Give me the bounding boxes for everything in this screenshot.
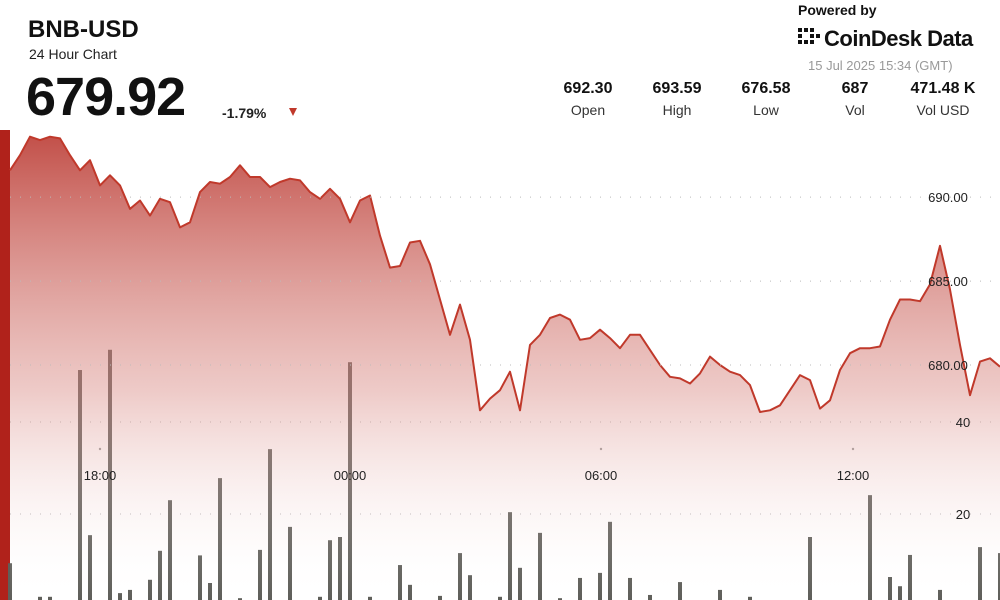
x-tick-label: 00:00 xyxy=(334,468,367,483)
stat: 471.48 K Vol USD xyxy=(898,80,988,118)
brand-icon xyxy=(798,28,820,44)
title: BNB-USD xyxy=(28,16,139,43)
stat-value: 693.59 xyxy=(652,80,702,97)
y-tick-label: 690.00 xyxy=(928,190,968,205)
stat-label: Vol USD xyxy=(916,102,970,118)
y-tick-label: 685.00 xyxy=(928,274,968,289)
y2-tick-label: 20 xyxy=(956,507,970,522)
stat: 676.58 Low xyxy=(721,80,811,118)
price-line xyxy=(9,135,1000,413)
stat-label: Low xyxy=(753,102,779,118)
x-tick-label: 06:00 xyxy=(585,468,618,483)
stat: 692.30 Open xyxy=(543,80,633,118)
change: -1.79% xyxy=(222,105,267,121)
down-arrow xyxy=(289,108,297,116)
timestamp: 15 Jul 2025 15:34 (GMT) xyxy=(808,58,953,73)
y2-tick-label: 40 xyxy=(956,415,970,430)
x-tick-label: 18:00 xyxy=(84,468,117,483)
stat-value: 687 xyxy=(841,80,869,97)
subtitle: 24 Hour Chart xyxy=(29,46,117,62)
left-edge xyxy=(0,130,10,600)
stat-value: 676.58 xyxy=(741,80,791,97)
plot-front: 20 40 18:00 00:00 06:00 12:00 680.00 685.00 690.… xyxy=(9,135,1000,522)
stat: 693.59 High xyxy=(632,80,722,118)
area xyxy=(10,136,1000,600)
stat-value: 692.30 xyxy=(563,80,613,97)
plot-back xyxy=(8,136,1000,600)
stat-label: Open xyxy=(570,102,606,118)
price: 679.92 xyxy=(26,67,186,127)
x-tick-label: 12:00 xyxy=(837,468,870,483)
stat: 687 Vol xyxy=(810,80,900,118)
stat-label: High xyxy=(662,102,692,118)
powered-by: Powered by xyxy=(798,2,877,18)
stat-value: 471.48 K xyxy=(910,80,976,97)
y-tick-label: 680.00 xyxy=(928,358,968,373)
brand: CoinDesk Data xyxy=(824,26,973,51)
stat-label: Vol xyxy=(845,102,865,118)
